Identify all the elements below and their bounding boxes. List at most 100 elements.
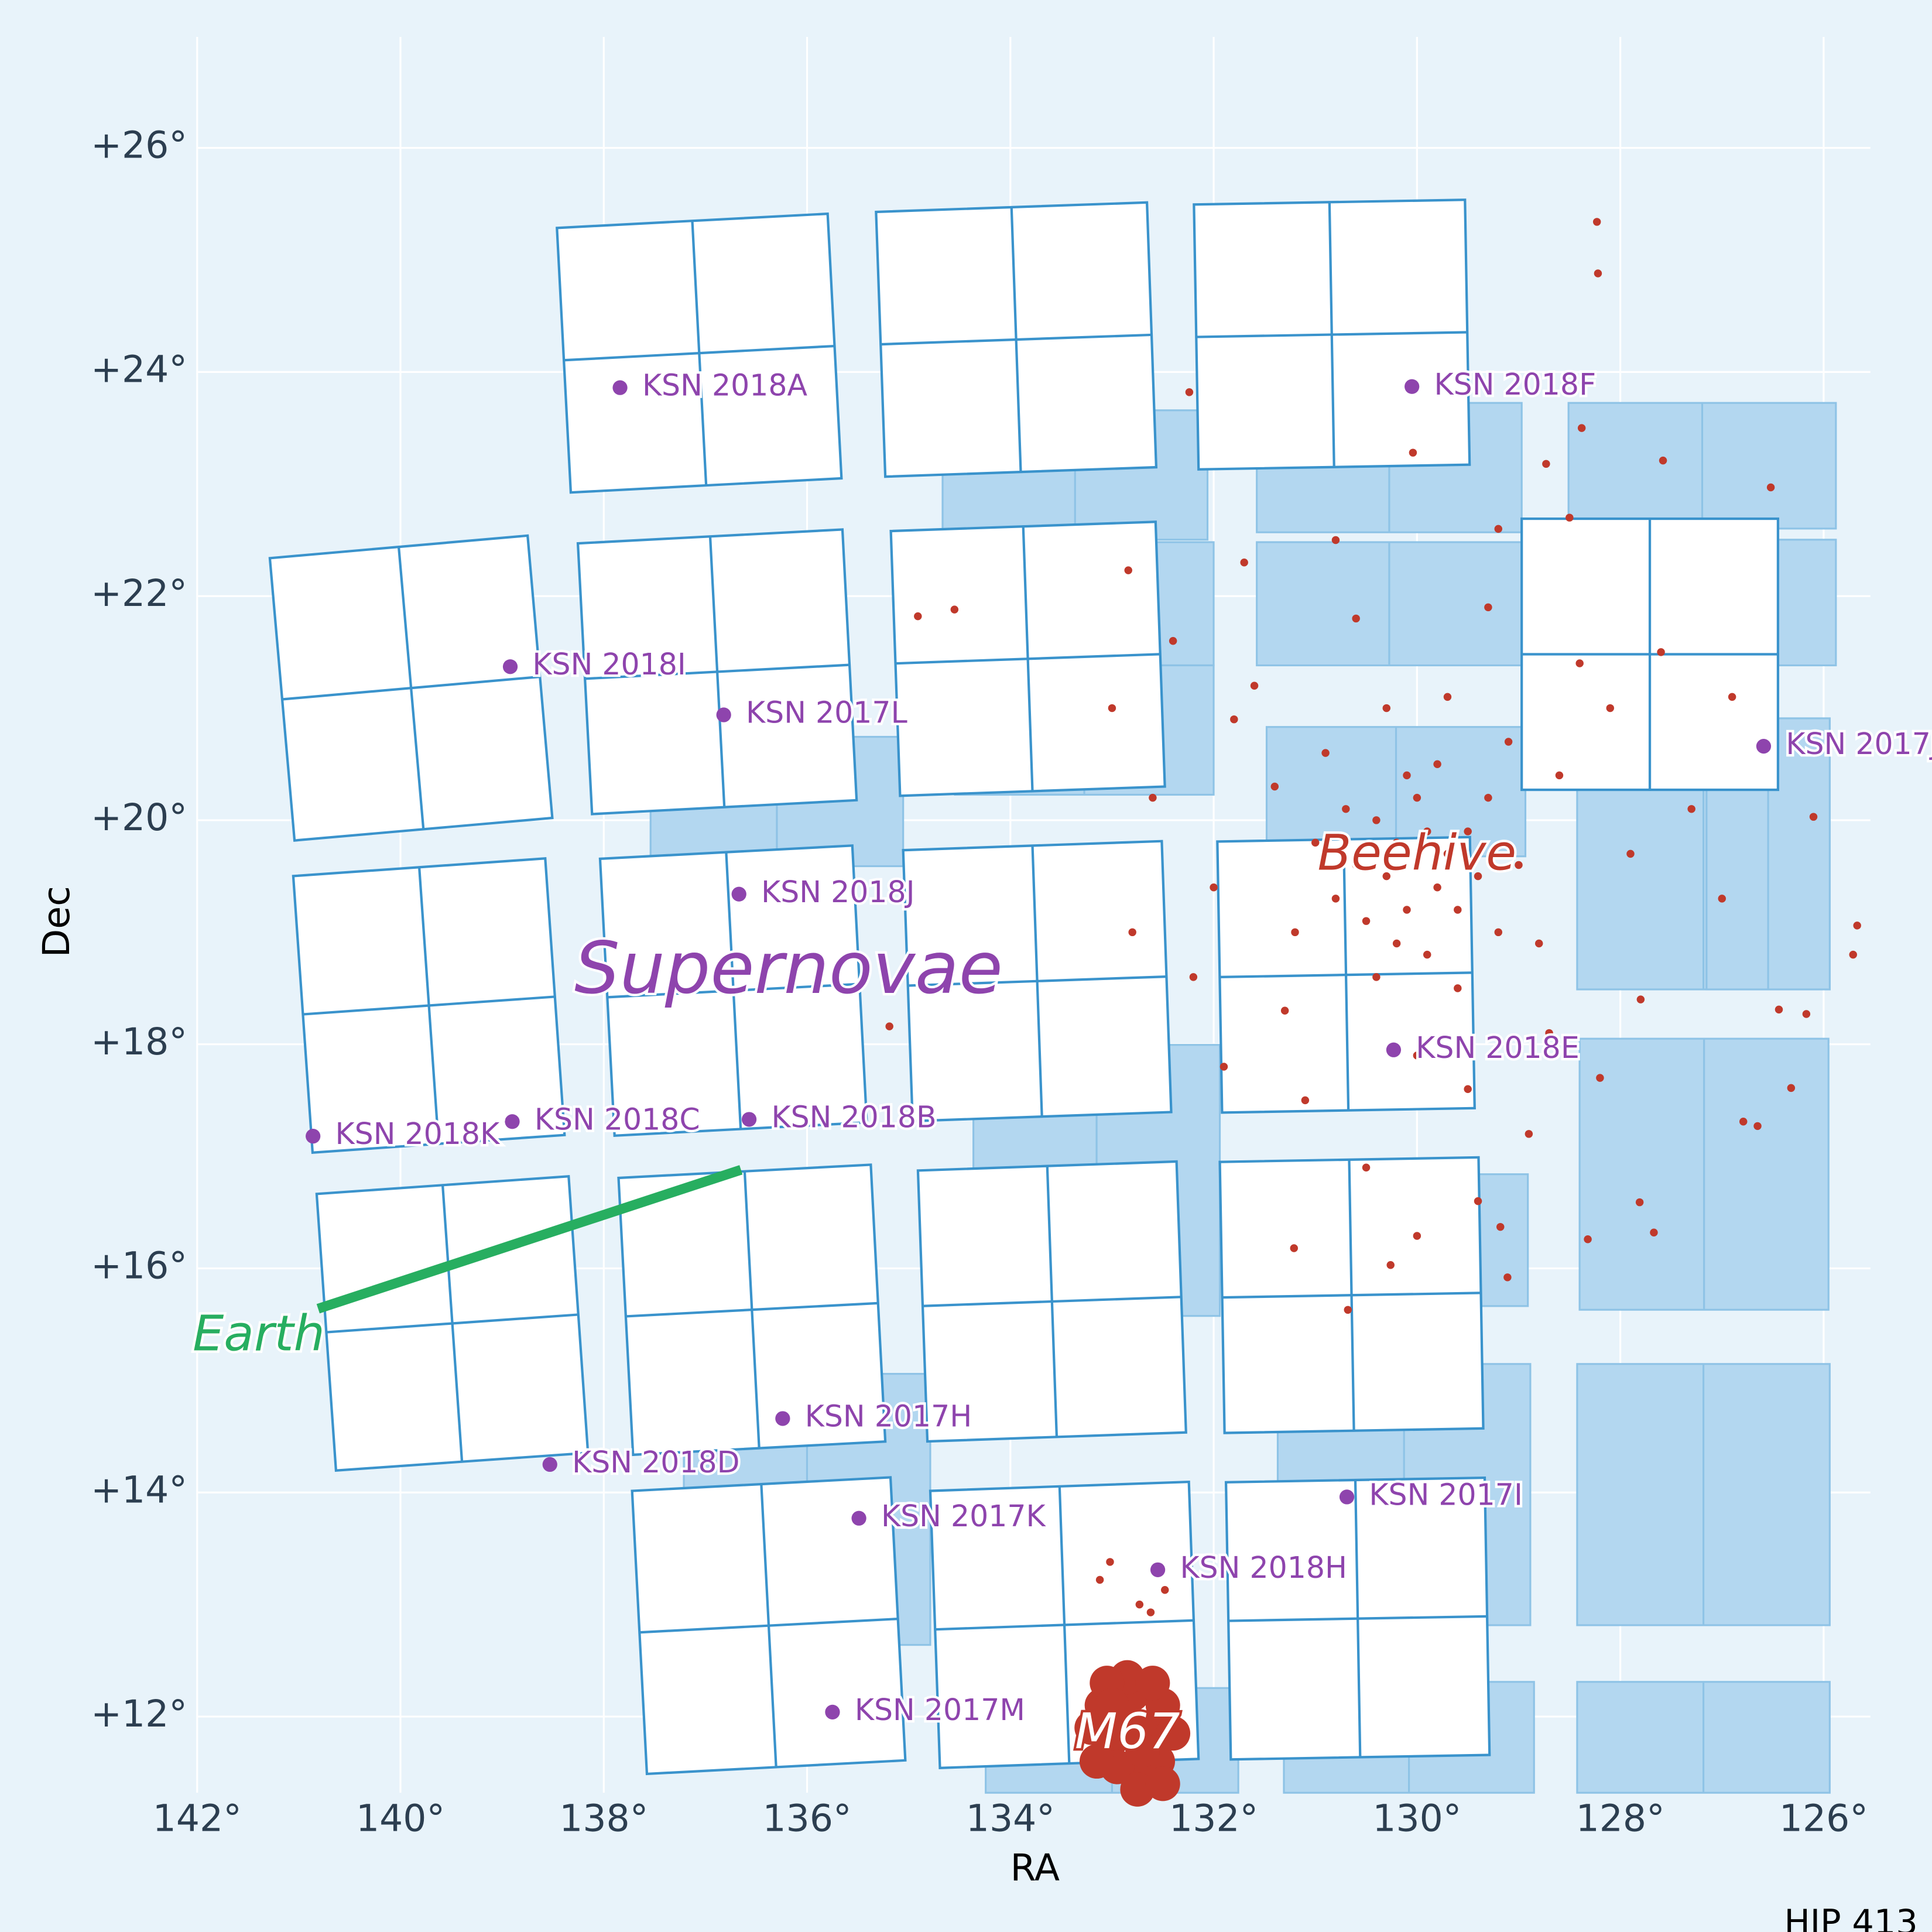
star-point	[1433, 760, 1441, 768]
x-tick-label: 132°	[1169, 1797, 1258, 1840]
white-module	[576, 528, 858, 816]
series-name: Earth	[193, 1304, 325, 1362]
star-point	[1280, 1006, 1289, 1015]
white-module	[268, 534, 554, 842]
star-point	[1108, 704, 1116, 712]
star-point	[1775, 1005, 1783, 1014]
star-point	[1849, 950, 1857, 959]
white-module	[598, 844, 868, 1137]
star-point	[1372, 973, 1381, 981]
supernova-point	[306, 1129, 321, 1144]
star-point	[1766, 483, 1775, 492]
star-point	[950, 605, 959, 614]
ccd-divider	[1220, 971, 1472, 979]
star-point	[1074, 1710, 1109, 1745]
star-point	[1145, 1766, 1180, 1801]
star-point	[1802, 1010, 1811, 1018]
star-point	[1474, 872, 1482, 881]
y-tick-label: +20°	[91, 796, 187, 839]
star-point	[1413, 1232, 1421, 1240]
white-module	[875, 201, 1158, 478]
point-label: KSN 2018I	[532, 647, 686, 681]
white-module	[1224, 1476, 1491, 1761]
supernova-point	[741, 1112, 757, 1127]
star-point	[1545, 1029, 1553, 1037]
star-point	[1534, 939, 1543, 948]
star-point	[1566, 513, 1574, 522]
supernova-point	[612, 380, 628, 395]
point-label: KSN 2018J	[761, 875, 914, 909]
point-label: KSN 2017M	[855, 1693, 1025, 1727]
star-point	[1626, 849, 1635, 858]
supernova-point	[1386, 1042, 1402, 1057]
white-module	[889, 520, 1166, 797]
star-point	[1423, 827, 1431, 835]
white-module	[1193, 198, 1471, 471]
star-point	[1220, 1063, 1228, 1071]
star-point	[1403, 906, 1411, 914]
y-axis-label: Dec	[35, 886, 78, 957]
y-tick-label: +16°	[91, 1244, 187, 1287]
x-tick-label: 128°	[1576, 1797, 1665, 1840]
y-tick-label: +26°	[91, 124, 187, 167]
ccd-divider	[895, 653, 1160, 665]
ccd-divider	[1222, 1292, 1481, 1299]
star-point	[1542, 460, 1550, 468]
x-tick-label: 140°	[356, 1797, 445, 1840]
point-label: KSN 2017I	[1369, 1477, 1522, 1512]
series-name: Beehive	[1317, 824, 1516, 882]
star-point	[1577, 424, 1586, 432]
star-point	[1250, 681, 1259, 690]
star-point	[1575, 659, 1584, 667]
star-point	[1496, 1222, 1505, 1231]
star-point	[1650, 1228, 1658, 1236]
ccd-divider	[564, 344, 835, 362]
ccd-divider	[282, 675, 540, 701]
star-point	[1161, 1586, 1169, 1594]
supernova-point	[1339, 1489, 1355, 1505]
ccd-divider	[922, 1296, 1181, 1307]
star-point	[1659, 456, 1667, 465]
point-label: KSN 2018A	[642, 368, 808, 403]
star-point	[1189, 973, 1198, 981]
star-point	[1657, 648, 1665, 656]
annotation: HIP 413	[1784, 1902, 1917, 1932]
star-point	[1433, 883, 1441, 892]
star-point	[1362, 1163, 1371, 1171]
ccd-divider	[326, 1313, 578, 1334]
star-point	[1555, 771, 1564, 780]
ccd-divider	[881, 333, 1152, 346]
x-axis-label: RA	[1010, 1846, 1060, 1889]
supernova-point	[1150, 1562, 1166, 1577]
star-point	[1409, 448, 1417, 457]
white-module	[292, 857, 566, 1154]
star-point	[1474, 1197, 1482, 1205]
white-module	[631, 1476, 907, 1776]
star-point	[1413, 1051, 1421, 1060]
supernova-point	[731, 886, 746, 902]
x-tick-label: 138°	[559, 1797, 648, 1840]
star-point	[1787, 1084, 1796, 1092]
star-point	[1156, 1716, 1191, 1751]
ccd-divider	[935, 1619, 1194, 1631]
x-tick-label: 134°	[966, 1797, 1055, 1840]
point-label: KSN 2018D	[572, 1445, 739, 1479]
star-point	[1413, 793, 1421, 802]
white-module	[916, 1160, 1187, 1443]
ccd-divider	[1196, 331, 1468, 338]
white-module	[902, 840, 1173, 1123]
star-point	[1403, 771, 1411, 780]
point-label: KSN 2017J	[1786, 727, 1932, 761]
star-point	[1210, 883, 1218, 892]
star-point	[1352, 861, 1360, 869]
star-point	[1443, 849, 1452, 858]
point-label: KSN 2017L	[746, 696, 907, 730]
star-point	[1392, 838, 1401, 847]
supernova-point	[716, 707, 731, 722]
star-point	[1135, 1600, 1144, 1609]
star-point	[1146, 1608, 1155, 1616]
star-point	[1311, 838, 1320, 847]
star-point	[1291, 928, 1299, 937]
star-point	[1079, 1744, 1114, 1779]
